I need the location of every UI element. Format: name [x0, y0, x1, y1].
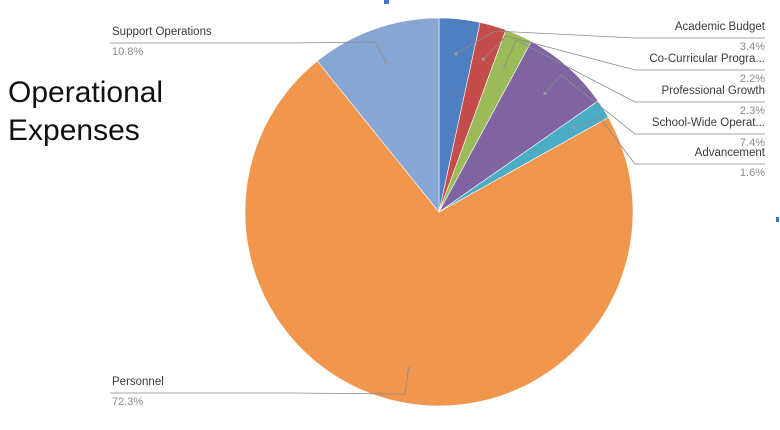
slice-label-advancement: Advancement — [695, 147, 766, 159]
chart-title-line-1: Operational — [8, 76, 164, 109]
leader-dot-personnel — [407, 366, 411, 370]
slice-value-academic-budget: 3.4% — [740, 41, 765, 53]
leader-dot-co-curricular-programs — [481, 57, 485, 61]
slice-label-personnel: Personnel — [112, 376, 164, 388]
leader-line-professional-growth — [504, 39, 765, 103]
leader-line-support-operations — [110, 41, 387, 63]
slice-value-professional-growth: 2.3% — [740, 105, 765, 117]
leader-line-school-wide-operations — [544, 74, 765, 135]
leader-dot-academic-budget — [454, 52, 458, 56]
leader-line-academic-budget — [455, 30, 765, 55]
slice-label-support-operations: Support Operations — [112, 26, 212, 38]
slice-value-school-wide-operations: 7.4% — [740, 137, 765, 149]
leader-dot-professional-growth — [502, 65, 507, 69]
slice-label-school-wide-operations: School-Wide Operat... — [652, 117, 765, 129]
leader-dot-advancement — [572, 126, 576, 130]
pie-slice-personnel[interactable] — [244, 60, 634, 407]
leader-line-advancement — [573, 117, 765, 165]
leader-dot-school-wide-operations — [543, 91, 547, 95]
leader-line-co-curricular-programs — [483, 35, 765, 71]
resize-handle-right[interactable] — [776, 217, 779, 222]
slice-label-professional-growth: Professional Growth — [661, 85, 765, 97]
slice-value-personnel: 72.3% — [112, 396, 143, 408]
pie-slice-support-operations[interactable] — [316, 17, 440, 213]
slice-value-support-operations: 10.8% — [112, 46, 143, 58]
slice-value-co-curricular-programs: 2.2% — [740, 73, 765, 85]
leader-dot-support-operations — [384, 60, 388, 64]
leader-line-personnel — [110, 368, 410, 395]
chart-title: Operational Expenses — [8, 74, 163, 150]
chart-title-line-2: Expenses — [8, 114, 140, 147]
slice-label-academic-budget: Academic Budget — [675, 21, 766, 33]
slice-value-advancement: 1.6% — [740, 167, 765, 179]
resize-handle-top[interactable] — [384, 0, 389, 4]
slice-label-co-curricular-programs: Co-Curricular Progra... — [649, 53, 765, 65]
